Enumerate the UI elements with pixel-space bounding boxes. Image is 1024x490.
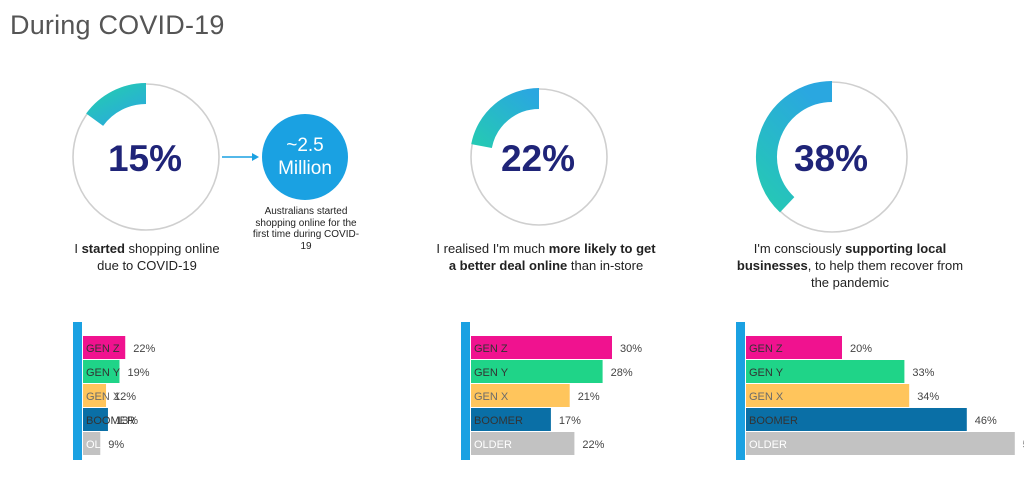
bar-2-older <box>471 432 575 455</box>
bar-value-label: 13% <box>116 415 138 427</box>
bar-axis-2 <box>461 322 470 460</box>
bar-category-label: GEN X <box>749 391 784 403</box>
bar-1-gen-z <box>83 336 126 359</box>
panel3-caption: I'm consciously supporting local busines… <box>730 240 970 291</box>
bar-category-label: OLDER <box>86 439 124 451</box>
arrow-icon <box>222 153 259 161</box>
bubble-line1: ~2.5 <box>286 135 324 156</box>
bar-category-label: GEN X <box>86 391 121 403</box>
bar-category-label: BOOMER <box>86 415 135 427</box>
bar-category-label: GEN X <box>474 391 509 403</box>
bar-category-label: GEN Y <box>86 367 121 379</box>
panel1-caption-bold: started <box>81 241 125 256</box>
bar-category-label: GEN Y <box>749 367 784 379</box>
panel1-caption-pre: I <box>74 241 82 256</box>
bar-value-label: 56% <box>1023 439 1024 451</box>
ring-arc-1 <box>86 83 147 127</box>
bar-value-label: 21% <box>578 391 600 403</box>
panel1-caption-post: shopping online due to COVID-19 <box>97 241 220 273</box>
bar-axis-3 <box>736 322 745 460</box>
bar-category-label: OLDER <box>749 439 787 451</box>
bar-value-label: 28% <box>611 367 633 379</box>
page-title: During COVID-19 <box>10 10 225 40</box>
panel2-caption-pre: I realised I'm much <box>436 241 549 256</box>
bar-3-gen-x <box>746 384 910 407</box>
bar-3-gen-y <box>746 360 905 383</box>
bar-2-gen-x <box>471 384 570 407</box>
panel3-caption-bold: supporting local businesses <box>736 241 947 273</box>
bar-1-gen-y <box>83 360 120 383</box>
bar-value-label: 22% <box>582 439 604 451</box>
panel2-caption-post: than in-store <box>567 258 644 273</box>
bar-category-label: BOOMER <box>749 415 798 427</box>
bubble-line2: Million <box>278 158 332 179</box>
panel3-caption-post: , to help them recover from the pandemic <box>807 258 964 290</box>
ring-arc-2 <box>471 88 540 149</box>
bar-category-label: OLDER <box>474 439 512 451</box>
bar-value-label: 19% <box>127 367 149 379</box>
bar-axis-1 <box>73 322 82 460</box>
bar-value-label: 22% <box>133 343 155 355</box>
million-bubble <box>262 114 348 200</box>
bar-value-label: 12% <box>114 391 136 403</box>
bar-2-gen-z <box>471 336 612 359</box>
bar-1-boomer <box>83 408 108 431</box>
bar-value-label: 46% <box>975 415 997 427</box>
bar-3-older <box>746 432 1015 455</box>
bar-value-label: 30% <box>620 343 642 355</box>
bar-value-label: 17% <box>559 415 581 427</box>
panel2-caption: I realised I'm much more likely to get a… <box>436 240 656 274</box>
panel2-caption-bold: more likely to get a better deal online <box>448 241 656 273</box>
bar-1-older <box>83 432 101 455</box>
bubble-value: ~2.5 Million <box>262 134 348 180</box>
bar-value-label: 34% <box>917 391 939 403</box>
bar-3-boomer <box>746 408 967 431</box>
bubble-note: Australians started shopping online for … <box>252 206 360 252</box>
bar-2-boomer <box>471 408 551 431</box>
bar-category-label: BOOMER <box>474 415 523 427</box>
bar-3-gen-z <box>746 336 842 359</box>
panel3-caption-pre: I'm consciously <box>753 241 846 256</box>
panel1-caption: I started shopping online due to COVID-1… <box>62 240 232 274</box>
ring-arc-3 <box>756 81 833 213</box>
bar-category-label: GEN Z <box>86 343 120 355</box>
bar-value-label: 9% <box>108 439 124 451</box>
panel2-big-value: 22% <box>500 138 576 179</box>
bar-value-label: 33% <box>912 367 934 379</box>
bar-1-gen-x <box>83 384 107 407</box>
bar-category-label: GEN Y <box>474 367 509 379</box>
bar-value-label: 20% <box>850 343 872 355</box>
bar-category-label: GEN Z <box>749 343 783 355</box>
bar-category-label: GEN Z <box>474 343 508 355</box>
bar-2-gen-y <box>471 360 603 383</box>
panel1-big-value: 15% <box>107 138 183 179</box>
panel3-big-value: 38% <box>793 138 869 179</box>
